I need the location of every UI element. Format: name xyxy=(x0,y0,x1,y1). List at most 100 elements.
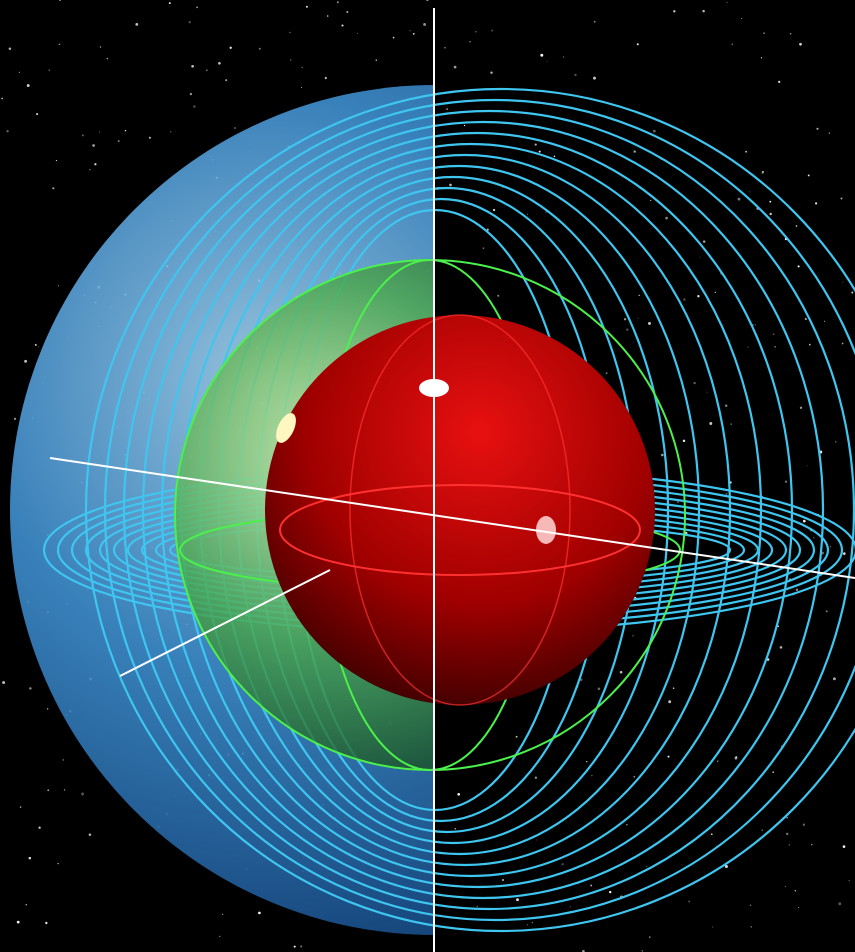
star xyxy=(336,1,339,4)
star xyxy=(538,150,541,153)
star xyxy=(697,295,700,298)
star xyxy=(842,552,846,555)
star xyxy=(491,29,494,32)
star xyxy=(301,66,303,69)
star xyxy=(392,36,395,39)
star xyxy=(324,76,327,80)
star xyxy=(841,342,844,345)
star xyxy=(493,208,496,212)
star xyxy=(597,687,601,691)
star xyxy=(6,130,9,133)
star xyxy=(632,635,634,637)
star xyxy=(772,333,775,336)
star xyxy=(25,904,27,906)
red-meridian xyxy=(349,314,571,706)
star xyxy=(784,480,788,483)
star xyxy=(13,417,17,420)
star xyxy=(823,320,826,322)
star xyxy=(45,921,48,925)
star xyxy=(835,441,837,443)
star xyxy=(740,18,742,20)
star xyxy=(148,136,151,139)
star xyxy=(218,61,221,65)
star xyxy=(219,935,221,937)
star xyxy=(1,97,3,100)
star xyxy=(135,23,139,26)
star xyxy=(702,9,705,13)
star xyxy=(747,346,749,348)
star xyxy=(486,228,489,231)
star xyxy=(665,216,668,220)
star xyxy=(754,324,757,326)
star xyxy=(191,64,194,68)
star xyxy=(619,670,623,674)
star xyxy=(28,856,32,860)
star xyxy=(357,32,359,34)
star xyxy=(24,359,28,363)
star xyxy=(546,60,548,62)
star xyxy=(570,906,571,908)
star xyxy=(55,160,57,162)
star xyxy=(646,865,648,867)
star xyxy=(731,43,734,46)
star xyxy=(754,548,756,550)
highlight xyxy=(276,413,296,443)
star xyxy=(527,213,528,215)
star xyxy=(289,31,291,34)
star xyxy=(490,71,493,74)
star xyxy=(289,59,292,61)
star xyxy=(305,5,308,8)
star xyxy=(99,46,102,48)
star xyxy=(89,169,91,171)
star xyxy=(476,905,479,908)
star xyxy=(609,890,612,894)
star xyxy=(761,829,763,831)
star xyxy=(673,10,676,13)
star xyxy=(650,200,652,202)
star xyxy=(786,816,789,819)
star xyxy=(188,20,191,24)
star xyxy=(346,10,349,14)
star xyxy=(591,774,593,777)
star xyxy=(693,381,696,385)
star xyxy=(661,453,664,457)
star xyxy=(36,113,39,116)
star xyxy=(47,789,49,791)
star xyxy=(676,501,679,504)
star xyxy=(225,79,228,82)
star xyxy=(426,0,429,2)
star xyxy=(794,890,797,892)
star xyxy=(563,56,565,58)
star xyxy=(449,183,452,187)
star xyxy=(798,907,800,908)
star xyxy=(326,15,329,17)
star xyxy=(699,256,701,258)
star xyxy=(745,150,748,153)
star xyxy=(788,844,791,846)
star xyxy=(88,833,92,836)
star xyxy=(825,610,828,613)
star xyxy=(482,247,485,250)
star xyxy=(293,945,296,948)
star xyxy=(412,33,415,35)
star xyxy=(641,950,644,952)
star xyxy=(48,69,51,71)
star xyxy=(652,129,656,133)
star xyxy=(648,321,651,325)
star xyxy=(769,212,772,216)
star xyxy=(170,131,172,133)
star xyxy=(799,406,803,409)
star xyxy=(300,86,303,89)
star xyxy=(475,30,477,33)
star xyxy=(52,187,55,190)
inner-sphere xyxy=(265,315,655,705)
star xyxy=(536,839,538,841)
star xyxy=(206,69,208,71)
star xyxy=(828,132,830,134)
star xyxy=(778,80,781,84)
star xyxy=(63,789,66,791)
star xyxy=(124,129,127,132)
star xyxy=(341,24,344,27)
star xyxy=(117,140,120,143)
star xyxy=(58,285,60,287)
